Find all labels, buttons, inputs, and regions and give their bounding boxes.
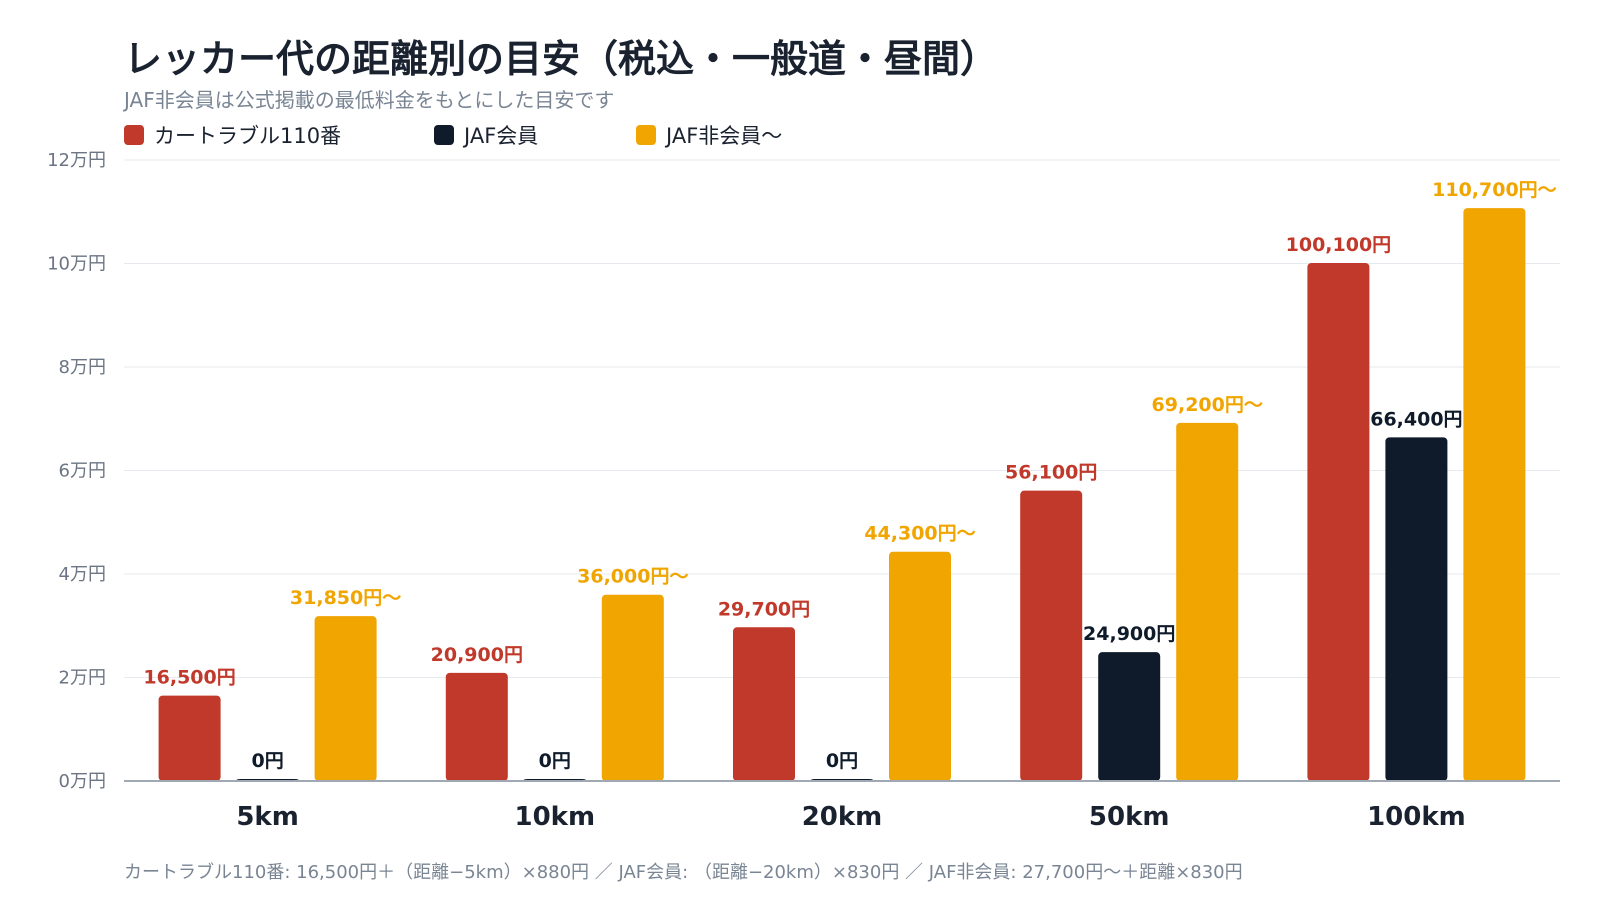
data-label: 29,700円: [718, 598, 810, 620]
data-label: 16,500円: [143, 667, 235, 689]
bar: [158, 695, 221, 781]
y-tick-label: 2万円: [59, 668, 106, 689]
legend-swatch-car-trouble: [124, 125, 144, 145]
legend-swatch-jaf-nonmember: [636, 125, 656, 145]
y-tick-label: 10万円: [47, 254, 106, 275]
bar: [1385, 437, 1448, 781]
y-tick-label: 6万円: [59, 461, 106, 482]
data-label: 0円: [251, 750, 283, 772]
legend-item-jaf-nonmember: JAF非会員〜: [636, 120, 782, 150]
legend-swatch-jaf-member: [434, 125, 454, 145]
data-label: 24,900円: [1083, 623, 1175, 645]
data-label: 56,100円: [1005, 462, 1097, 484]
bar: [314, 616, 377, 781]
x-tick-label: 20km: [802, 802, 883, 832]
legend-label-jaf-member: JAF会員: [464, 124, 539, 148]
y-tick-label: 8万円: [59, 357, 106, 378]
x-tick-label: 10km: [515, 802, 596, 832]
bar: [601, 594, 664, 781]
chart-footnote: カートラブル110番: 16,500円＋（距離−5km）×880円 ／ JAF会…: [124, 862, 1243, 883]
data-label: 69,200円〜: [1152, 394, 1263, 416]
chart-title: レッカー代の距離別の目安（税込・一般道・昼間）: [124, 37, 999, 81]
data-label: 66,400円: [1370, 408, 1462, 430]
data-label: 36,000円〜: [577, 566, 688, 588]
x-tick-label: 50km: [1089, 802, 1170, 832]
x-tick-label: 5km: [236, 802, 298, 832]
data-label: 20,900円: [431, 644, 523, 666]
y-tick-label: 0万円: [59, 771, 106, 792]
bar: [1176, 422, 1239, 781]
data-label: 0円: [826, 750, 858, 772]
bar: [889, 551, 951, 781]
legend-label-jaf-nonmember: JAF非会員〜: [666, 124, 783, 148]
chart-subtitle: JAF非会員は公式掲載の最低料金をもとにした目安です: [124, 88, 615, 112]
legend-item-car-trouble: カートラブル110番: [124, 120, 341, 150]
bar: [1020, 490, 1083, 781]
data-label: 31,850円〜: [290, 587, 401, 609]
data-label: 0円: [539, 750, 571, 772]
y-tick-label: 4万円: [59, 564, 106, 585]
bar: [445, 672, 508, 781]
bar: [1463, 208, 1526, 781]
data-label: 110,700円〜: [1432, 179, 1557, 201]
bar: [733, 627, 795, 781]
data-label: 100,100円: [1286, 234, 1392, 256]
legend-label-car-trouble: カートラブル110番: [154, 124, 342, 148]
legend-item-jaf-member: JAF会員: [434, 120, 538, 150]
x-tick-label: 100km: [1367, 802, 1466, 832]
bar: [1307, 262, 1370, 781]
bar: [1098, 652, 1161, 781]
y-tick-label: 12万円: [47, 150, 106, 171]
data-label: 44,300円〜: [864, 523, 975, 545]
